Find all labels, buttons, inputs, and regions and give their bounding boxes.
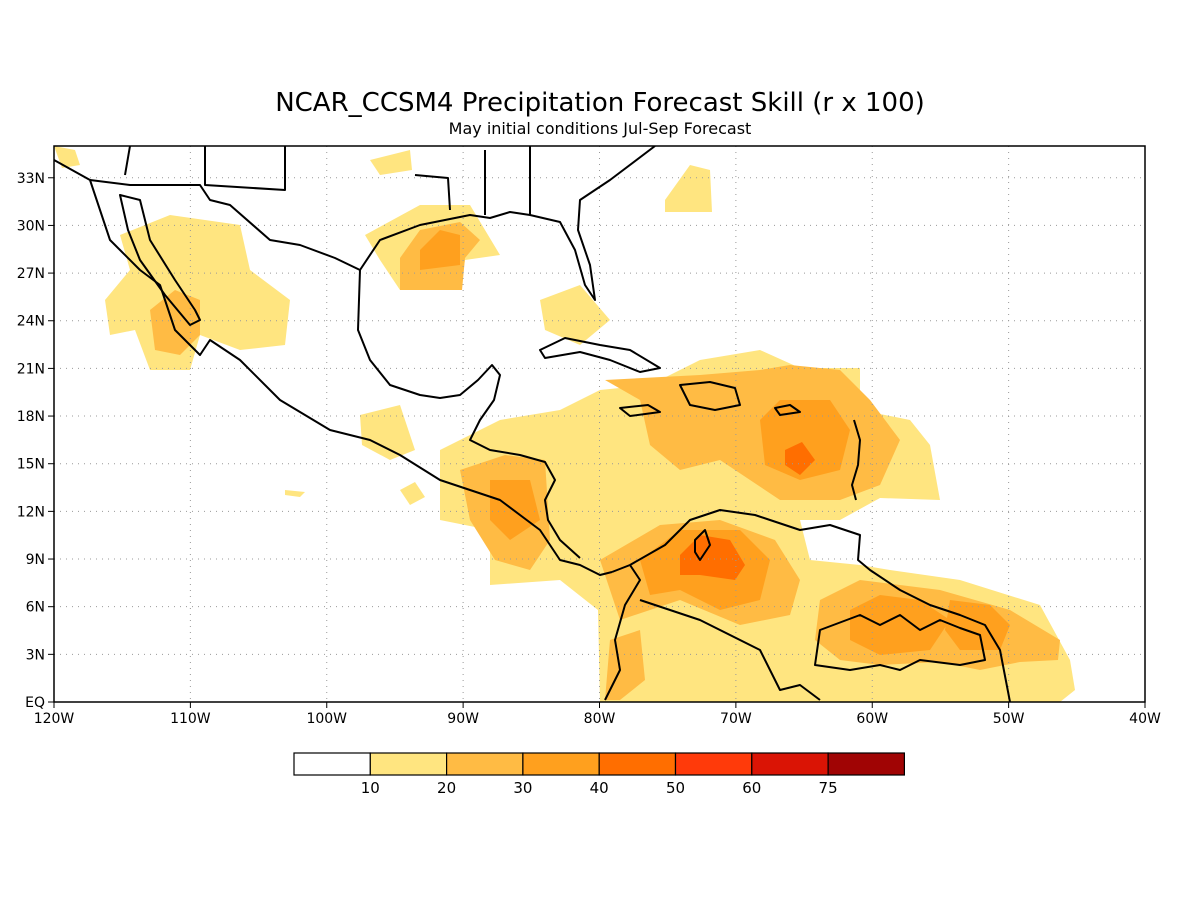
x-tick-label: 100W [306, 711, 347, 727]
map-subtitle: May initial conditions Jul-Sep Forecast [449, 119, 752, 138]
colorbar-swatch [827, 752, 905, 776]
map-title: NCAR_CCSM4 Precipitation Forecast Skill … [275, 88, 925, 118]
x-tick-label: 120W [34, 711, 75, 727]
y-axis-ticks: EQ 3N 6N 9N 12N 15N 18N 21N 24N 27N 30N 33N [17, 171, 54, 711]
y-tick-label: 9N [26, 552, 45, 568]
y-tick-label: 6N [26, 600, 45, 616]
y-tick-label: 3N [26, 647, 45, 663]
colorbar-swatch [522, 752, 600, 776]
colorbar-label: 50 [666, 779, 685, 797]
colorbar-label: 60 [742, 779, 761, 797]
coastlines [54, 146, 1011, 702]
colorbar-label: 40 [590, 779, 609, 797]
colorbar-label: 75 [819, 779, 838, 797]
colorbar-label: 20 [437, 779, 456, 797]
shading-layer [54, 146, 1075, 702]
x-tick-label: 80W [584, 711, 616, 727]
y-tick-label: 18N [17, 409, 45, 425]
y-tick-label: EQ [25, 695, 45, 711]
colorbar-swatch [369, 752, 448, 776]
colorbar-swatch [446, 752, 524, 776]
colorbar-swatch [751, 752, 829, 776]
skill-level-40 [680, 442, 815, 580]
skill-level-30 [420, 230, 1010, 655]
y-tick-label: 33N [17, 171, 45, 187]
colorbar-label: 30 [513, 779, 532, 797]
x-tick-label: 70W [720, 711, 752, 727]
y-tick-label: 24N [17, 314, 45, 330]
x-tick-label: 110W [170, 711, 211, 727]
x-tick-label: 90W [447, 711, 479, 727]
y-tick-label: 30N [17, 218, 45, 234]
x-axis-ticks: 120W 110W 100W 90W 80W 70W 60W 50W 40W [34, 702, 1161, 727]
colorbar: 10 20 30 40 50 60 75 [293, 752, 905, 797]
colorbar-swatch [674, 752, 753, 776]
colorbar-label: 10 [361, 779, 380, 797]
x-tick-label: 50W [993, 711, 1025, 727]
colorbar-swatch [293, 752, 371, 776]
x-tick-label: 40W [1129, 711, 1161, 727]
y-tick-label: 27N [17, 266, 45, 282]
colorbar-swatch [598, 752, 677, 776]
y-tick-label: 15N [17, 457, 45, 473]
y-tick-label: 12N [17, 504, 45, 520]
x-tick-label: 60W [856, 711, 888, 727]
y-tick-label: 21N [17, 361, 45, 377]
